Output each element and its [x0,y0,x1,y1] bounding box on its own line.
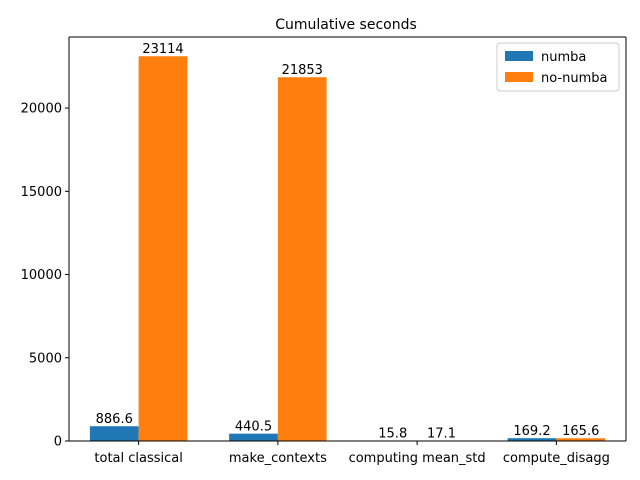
bar-numba-1 [229,433,278,441]
legend-label: numba [541,50,586,65]
x-tick-label: total classical [94,451,182,466]
chart-title: Cumulative seconds [275,17,417,33]
y-tick-label: 10000 [21,268,62,283]
x-tick-label: make_contexts [229,451,327,466]
bar-label: 886.6 [96,412,133,427]
bar-label: 15.8 [378,427,407,442]
bar-label: 21853 [282,63,323,78]
bar-label: 440.5 [235,420,272,435]
bar-label: 23114 [142,42,183,57]
x-tick-label: computing mean_std [349,451,486,466]
legend: numba no-numba [496,42,620,92]
bar-no-numba-1 [277,77,327,442]
y-tick-label: 15000 [21,185,62,200]
axes: 0 5000 10000 15000 20000 total classical make_… [21,36,627,466]
bar-label: 17.1 [427,427,456,442]
bars [89,56,606,442]
bar-no-numba-3 [556,438,606,441]
y-tick-label: 5000 [29,351,62,366]
bar-label: 169.2 [513,424,550,439]
y-tick-label: 0 [54,435,62,450]
x-tick-label: compute_disagg [503,451,610,466]
bar-numba-0 [89,426,139,441]
legend-swatch-no-numba [505,72,533,82]
bar-label: 165.6 [562,424,599,439]
legend-swatch-numba [505,51,533,61]
bar-no-numba-0 [138,56,188,441]
bar-value-labels: 886.6 440.5 15.8 169.2 23114 21853 17.1 165.6 [96,42,600,441]
bar-numba-3 [507,438,557,441]
y-tick-label: 20000 [21,102,62,117]
legend-label: no-numba [541,71,608,86]
